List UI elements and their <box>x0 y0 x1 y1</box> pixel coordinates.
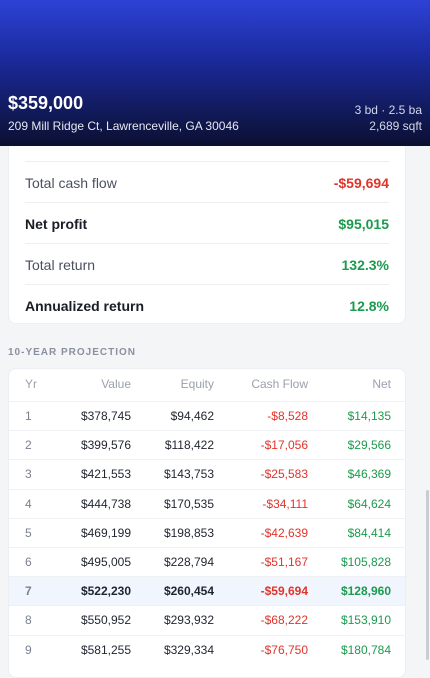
table-cell: $550,952 <box>80 613 131 628</box>
table-row: 3 $421,553 $143,753 -$25,583 $46,369 <box>9 459 405 489</box>
column-header: Value <box>101 377 131 391</box>
summary-row: Total cash flow -$59,694 <box>25 161 389 203</box>
table-row: 6 $495,005 $228,794 -$51,167 $105,828 <box>9 547 405 577</box>
section-title: 10-YEAR PROJECTION <box>8 347 137 358</box>
table-row: 2 $399,576 $118,422 -$17,056 $29,566 <box>9 430 405 460</box>
table-cell: $444,738 <box>80 496 131 511</box>
table-cell: -$42,639 <box>260 525 308 540</box>
table-header: Yr Value Equity Cash Flow Net <box>9 370 405 399</box>
table-cell: $329,334 <box>163 642 214 657</box>
sqft: 2,689 sqft <box>369 119 422 133</box>
scrollbar <box>426 490 429 660</box>
table-cell: $180,784 <box>340 642 391 657</box>
table-cell: 8 <box>25 613 32 628</box>
table-cell: $293,932 <box>163 613 214 628</box>
table-row: 8 $550,952 $293,932 -$68,222 $153,910 <box>9 605 405 635</box>
table-cell: $143,753 <box>163 467 214 482</box>
table-cell: $14,135 <box>347 409 391 423</box>
row-value: 12.8% <box>349 297 389 314</box>
table-cell: 6 <box>25 555 32 569</box>
table-cell: $118,422 <box>164 438 214 453</box>
table-cell: $128,960 <box>340 584 391 599</box>
table-cell: -$68,222 <box>260 613 308 628</box>
table-cell: $228,794 <box>163 555 214 569</box>
table-cell: $495,005 <box>80 555 131 569</box>
table-cell: -$17,056 <box>260 438 308 453</box>
table-row: 9 $581,255 $329,334 -$76,750 $180,784 <box>9 634 405 665</box>
table-cell: $399,576 <box>80 438 131 453</box>
table-cell: $378,745 <box>80 409 131 423</box>
table-cell: -$8,528 <box>267 409 308 423</box>
column-header: Cash Flow <box>251 377 308 391</box>
row-value: $95,015 <box>338 215 389 232</box>
table-cell: $581,255 <box>80 642 131 657</box>
table-cell: 3 <box>25 467 32 482</box>
table-cell: $421,553 <box>80 467 131 482</box>
table-cell: 4 <box>25 496 32 511</box>
summary-row: Net profit $95,015 <box>25 202 389 244</box>
table-cell: $29,566 <box>347 438 391 453</box>
row-label: Total return <box>25 256 96 273</box>
table-row: 7 $522,230 $260,454 -$59,694 $128,960 <box>9 576 405 607</box>
column-header: Yr <box>25 377 37 391</box>
address: 209 Mill Ridge Ct, Lawrenceville, GA 300… <box>8 119 239 133</box>
projection-table: Yr Value Equity Cash Flow Net 1 $378,745 $94,46… <box>8 368 406 678</box>
price: $359,000 <box>8 93 84 113</box>
property-header: $359,000 209 Mill Ridge Ct, Lawrencevill… <box>0 0 430 146</box>
table-cell: $469,199 <box>80 525 131 540</box>
table-cell: -$51,167 <box>260 555 308 569</box>
summary-row: Annualized return 12.8% <box>25 284 389 326</box>
table-cell: -$34,111 <box>262 496 308 511</box>
table-cell: $198,853 <box>163 525 214 540</box>
column-header: Equity <box>180 377 214 391</box>
row-label: Total cash flow <box>25 174 117 191</box>
table-cell: $64,624 <box>347 496 391 511</box>
table-cell: 9 <box>25 642 32 657</box>
table-cell: 1 <box>25 409 32 423</box>
table-cell: 5 <box>25 525 32 540</box>
beds-baths: 3 bd · 2.5 ba <box>354 103 422 117</box>
table-cell: $84,414 <box>347 525 391 540</box>
table-cell: $153,910 <box>340 613 391 628</box>
summary-card: Total cash flow -$59,694 Net profit $95,015… <box>8 120 406 324</box>
table-cell: $46,369 <box>347 467 391 482</box>
row-value: 132.3% <box>341 256 389 273</box>
table-cell: $170,535 <box>163 496 214 511</box>
table-cell: $260,454 <box>163 584 214 599</box>
table-cell: -$25,583 <box>260 467 308 482</box>
table-cell: 7 <box>25 584 32 599</box>
table-row: 5 $469,199 $198,853 -$42,639 $84,414 <box>9 517 405 548</box>
column-header: Net <box>372 377 391 391</box>
table-row: 1 $378,745 $94,462 -$8,528 $14,135 <box>9 401 405 431</box>
table-cell: -$76,750 <box>260 642 308 657</box>
row-value: -$59,694 <box>333 174 389 191</box>
row-label: Annualized return <box>25 297 145 314</box>
table-cell: 2 <box>25 438 32 453</box>
summary-row: Total return 132.3% <box>25 243 389 285</box>
table-cell: $94,462 <box>170 409 214 423</box>
table-row: 4 $444,738 $170,535 -$34,111 $64,624 <box>9 488 405 519</box>
table-cell: $105,828 <box>340 555 391 569</box>
table-cell: -$59,694 <box>260 584 308 599</box>
table-cell: $522,230 <box>80 584 131 599</box>
row-label: Net profit <box>25 215 88 232</box>
